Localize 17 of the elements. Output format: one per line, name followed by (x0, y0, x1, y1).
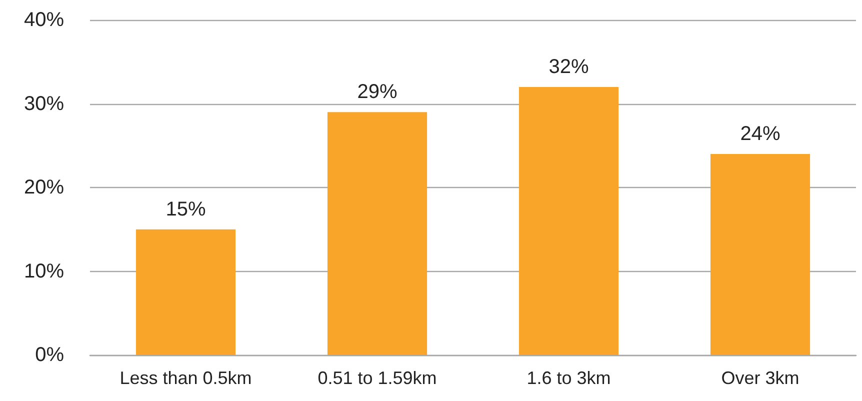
x-tick-label: 0.51 to 1.59km (318, 368, 437, 388)
data-label: 24% (740, 123, 780, 145)
y-tick-label: 10% (24, 260, 64, 282)
bar (327, 112, 428, 355)
y-tick-label: 0% (35, 344, 64, 366)
data-label: 15% (166, 198, 206, 220)
data-label: 32% (548, 56, 589, 78)
x-tick-label: 1.6 to 3km (526, 368, 611, 388)
y-tick-label: 20% (24, 176, 64, 198)
x-tick-label: Over 3km (721, 368, 800, 388)
bar (136, 229, 236, 355)
bar (518, 87, 619, 355)
x-tick-label: Less than 0.5km (120, 368, 252, 388)
bar (710, 154, 810, 355)
y-tick-label: 30% (24, 92, 64, 115)
y-tick-label: 40% (24, 9, 64, 31)
data-label: 29% (357, 81, 398, 104)
